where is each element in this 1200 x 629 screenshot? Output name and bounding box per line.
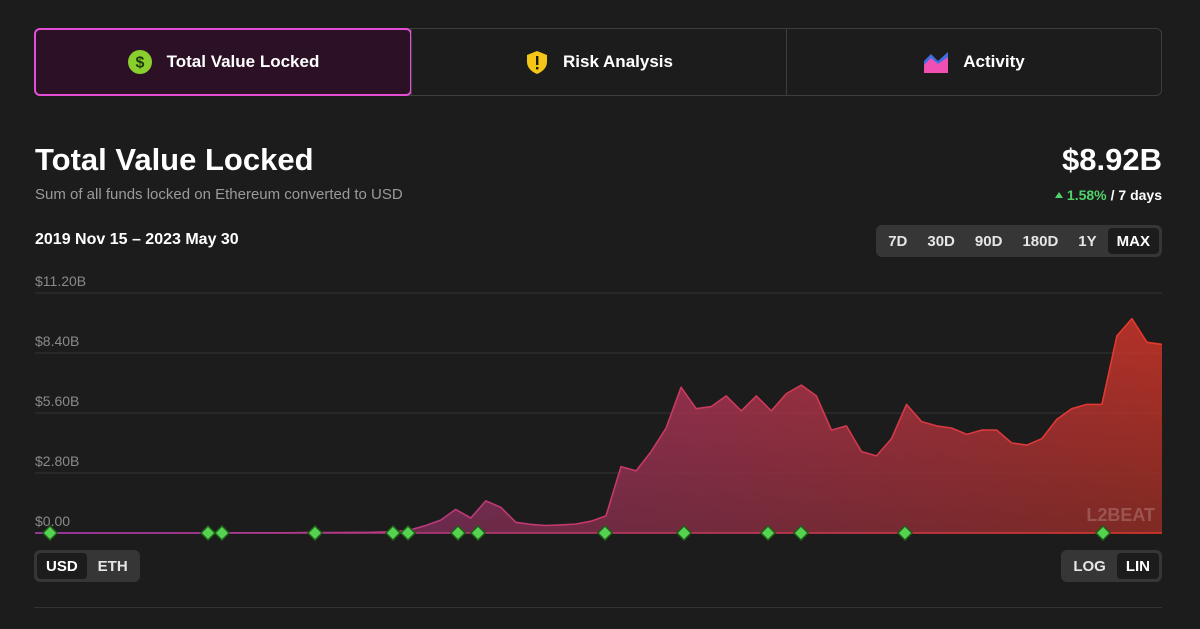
- milestone[interactable]: [896, 524, 914, 542]
- shield-icon: [527, 51, 548, 74]
- option-button[interactable]: USD: [37, 553, 87, 579]
- option-button[interactable]: 180D: [1022, 232, 1059, 250]
- y-tick-label: $2.80B: [35, 453, 79, 469]
- tab-label: Activity: [963, 52, 1025, 71]
- activity-icon: [924, 52, 949, 73]
- tab-bar: $ Total Value Locked Risk Analysis Activ…: [34, 28, 1162, 96]
- divider: [34, 607, 1162, 608]
- change-percent: 1.58%: [1066, 187, 1107, 203]
- subtitle: Sum of all funds locked on Ethereum conv…: [35, 186, 403, 203]
- date-range: 2019 Nov 15 – 2023 May 30: [35, 231, 239, 248]
- milestone[interactable]: [384, 524, 402, 542]
- option-button[interactable]: MAX: [1107, 228, 1159, 254]
- milestone[interactable]: [199, 524, 217, 542]
- milestone[interactable]: [399, 524, 417, 542]
- milestone[interactable]: [449, 524, 467, 542]
- milestone[interactable]: [306, 524, 324, 542]
- y-tick-label: $0.00: [35, 513, 70, 529]
- change: 1.58% / 7 days: [1054, 187, 1162, 203]
- total-value: $8.92B: [1062, 142, 1162, 177]
- option-button[interactable]: ETH: [97, 557, 128, 575]
- scale-selector: LOG LIN: [1061, 550, 1162, 582]
- y-tick-label: $11.20B: [35, 273, 86, 289]
- option-button[interactable]: 30D: [927, 232, 955, 250]
- milestone[interactable]: [213, 524, 231, 542]
- tab-label: Risk Analysis: [563, 52, 673, 71]
- tab[interactable]: Risk Analysis: [411, 29, 786, 95]
- chart: $0.00 $2.80B $5.60B $8.40B $11.20B L2BEAT: [35, 273, 1163, 542]
- range-selector: 7D 30D 90D 180D 1Y MAX: [876, 225, 1162, 257]
- milestone[interactable]: [792, 524, 810, 542]
- svg-text:$: $: [135, 55, 144, 72]
- milestone[interactable]: [759, 524, 777, 542]
- dollar-icon: $: [127, 50, 152, 74]
- milestone[interactable]: [1094, 524, 1112, 542]
- milestone[interactable]: [675, 524, 693, 542]
- option-button[interactable]: 90D: [974, 232, 1003, 250]
- unit-selector: USD ETH: [34, 550, 140, 582]
- option-button[interactable]: LIN: [1116, 553, 1159, 579]
- tab[interactable]: Activity: [786, 29, 1161, 95]
- change-period: / 7 days: [1110, 187, 1162, 203]
- milestone[interactable]: [41, 524, 59, 542]
- option-button[interactable]: LOG: [1073, 557, 1106, 575]
- tab[interactable]: $ Total Value Locked: [34, 28, 412, 96]
- area-shade: [35, 318, 1162, 533]
- milestones: [41, 524, 1112, 542]
- option-button[interactable]: 7D: [888, 232, 908, 250]
- tab-label: Total Value Locked: [166, 52, 320, 71]
- title: Total Value Locked: [35, 142, 314, 177]
- up-arrow: [1054, 192, 1063, 198]
- y-tick-label: $8.40B: [35, 333, 79, 349]
- milestone[interactable]: [469, 524, 487, 542]
- watermark: L2BEAT: [1086, 505, 1155, 525]
- y-tick-label: $5.60B: [35, 393, 79, 409]
- milestone[interactable]: [596, 524, 614, 542]
- option-button[interactable]: 1Y: [1078, 232, 1097, 250]
